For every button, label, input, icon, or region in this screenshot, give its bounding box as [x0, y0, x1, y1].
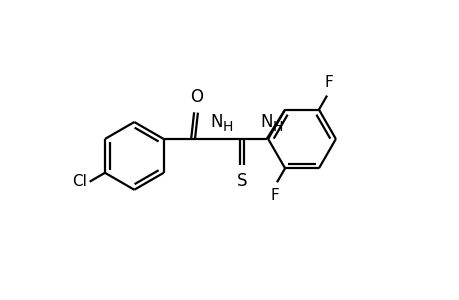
Text: H: H [272, 120, 283, 134]
Text: S: S [236, 172, 246, 190]
Text: H: H [222, 120, 233, 134]
Text: N: N [260, 113, 272, 131]
Text: Cl: Cl [72, 174, 87, 189]
Text: N: N [210, 113, 223, 131]
Text: F: F [324, 75, 332, 90]
Text: F: F [270, 188, 279, 202]
Text: O: O [190, 88, 202, 106]
